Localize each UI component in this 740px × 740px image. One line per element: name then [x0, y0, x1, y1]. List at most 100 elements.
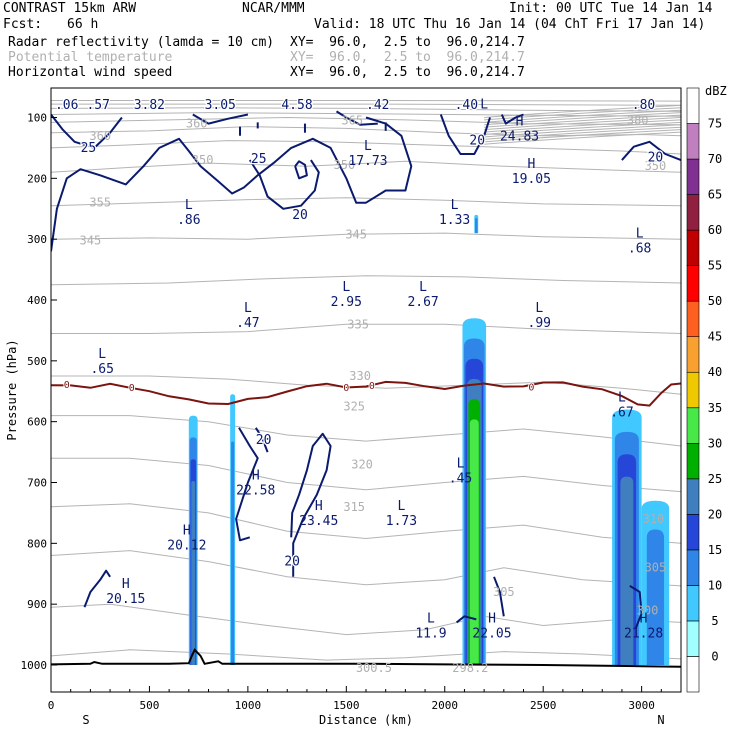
reflectivity-layer: [188, 214, 670, 665]
y-tick-label-6: 700: [27, 477, 47, 490]
reflectivity-cell-1-10: [231, 441, 235, 665]
wind-contour-15: [629, 585, 643, 629]
theta-contour-top-10: [484, 129, 681, 143]
extremum-type-2: L: [364, 139, 372, 154]
colorbar-label-14: 70: [708, 152, 722, 166]
y-tick-label-8: 900: [27, 598, 47, 611]
colorbar-swatch-8: [686, 371, 700, 409]
theta-contour-9: [51, 232, 681, 240]
extremum-type-18: H: [122, 577, 130, 592]
theta-contour-6: [51, 375, 681, 395]
plot-labels: 360 360 365 350 350 350 355 345 345 335 330 325 320 3…: [54, 97, 667, 675]
extremum-value-6: .68: [628, 241, 651, 256]
colorbar-swatch-14: [686, 158, 700, 195]
extremum-value-4: .86: [177, 213, 200, 228]
theta-label-13: 315: [343, 500, 365, 514]
theta-label-12: 320: [351, 457, 373, 471]
wind-label-3: 20: [469, 134, 485, 149]
y-tick-label-4: 500: [27, 355, 47, 368]
extremum-type-19: L: [427, 611, 435, 626]
extremum-type-4: L: [185, 198, 193, 213]
y-tick-label-3: 400: [27, 294, 47, 307]
theta-contour-top-8: [484, 124, 681, 138]
colorbar-swatch-10: [686, 300, 700, 338]
extremum-value-15: 23.45: [299, 514, 338, 529]
x-tick-label-4: 2000: [432, 699, 459, 712]
theta-contour-top-1: [484, 107, 681, 121]
colorbar-label-2: 10: [708, 578, 722, 592]
y-tick-label-9: 1000: [21, 659, 48, 672]
y-tick-label-7: 800: [27, 537, 47, 550]
x-tick-label-5: 2500: [530, 699, 557, 712]
colorbar-swatch-4: [686, 514, 700, 551]
theta-label-1: 360: [186, 117, 208, 131]
theta-label-6: 355: [89, 196, 111, 210]
freezing-label-0: 0: [64, 380, 70, 391]
top-row-value-3: 3.05: [205, 98, 236, 113]
theta-contour-5: [51, 415, 681, 447]
axes: 0 500 1000 1500 2000 2500 30001002003004005006…: [21, 112, 662, 712]
fcst-label: Fcst:: [3, 17, 43, 32]
colorbar-swatch-1: [686, 620, 700, 657]
wind-label-1: 25: [251, 152, 267, 167]
x-tick-label-6: 3000: [628, 699, 655, 712]
top-row-value-7: .80: [632, 98, 655, 113]
theta-contour-top-5: [484, 117, 681, 131]
wind-contour-12: [83, 569, 111, 608]
theta-label-15: 305: [645, 561, 667, 575]
field-xy-theta: XY= 96.0, 2.5 to 96.0,214.7: [290, 50, 525, 65]
theta-label-18: 380: [627, 114, 649, 128]
theta-label-3: 350: [192, 153, 214, 167]
top-row-value-1: .57: [86, 98, 109, 113]
colorbar-swatch-2: [686, 585, 700, 622]
extremum-type-3: H: [527, 157, 535, 172]
freezing-label-1: 0: [129, 383, 135, 394]
x-end-left-label: S: [82, 713, 89, 727]
theta-label-7: 345: [80, 233, 102, 247]
extremum-value-2: 17.73: [348, 154, 387, 169]
colorbar-label-0: 0: [711, 649, 718, 663]
extremum-type-21: H: [640, 611, 648, 626]
theta-label-0: 360: [89, 129, 111, 143]
theta-label-11: 325: [343, 399, 365, 413]
colorbar-swatch-3: [686, 549, 700, 586]
extremum-type-16: L: [398, 499, 406, 514]
y-tick-label-0: 100: [27, 112, 47, 125]
theta-contour-top-4: [484, 114, 681, 128]
extremum-value-3: 19.05: [512, 172, 551, 187]
colorbar-label-11: 55: [708, 259, 722, 273]
colorbar-label-10: 50: [708, 294, 722, 308]
freezing-line: [51, 380, 681, 407]
colorbar-label-9: 45: [708, 330, 722, 344]
x-tick-label-1: 500: [140, 699, 160, 712]
extremum-type-1: H: [516, 114, 524, 129]
extremum-type-11: L: [98, 347, 106, 362]
colorbar-swatch-16: [686, 87, 700, 124]
field-name-theta: Potential temperature: [8, 50, 173, 65]
theta-label-19: 300.5: [356, 661, 392, 675]
colorbar-swatch-7: [686, 407, 700, 444]
colorbar-swatch-5: [686, 478, 700, 515]
colorbar-swatch-12: [686, 229, 700, 266]
wind-contour-0: [51, 116, 413, 252]
y-axis-label: Pressure (hPa): [5, 339, 19, 440]
x-end-right-label: N: [657, 713, 664, 727]
model-title: CONTRAST 15km ARW: [3, 1, 137, 16]
theta-label-14: 310: [643, 512, 665, 526]
freezing-label-2: 0: [343, 383, 349, 394]
extremum-type-20: H: [488, 611, 496, 626]
theta-contour-top-11: [484, 131, 681, 145]
ground-profile: [51, 648, 681, 668]
wind-contour-5: [500, 113, 524, 125]
reflectivity-cell-0-20: [191, 481, 196, 665]
theta-label-2: 365: [341, 114, 363, 128]
extremum-value-18: 20.15: [106, 592, 145, 607]
center-name: NCAR/MMM: [242, 1, 305, 16]
wind-label-4: 20: [648, 151, 664, 166]
colorbar-label-7: 35: [708, 401, 722, 415]
extremum-type-8: L: [419, 280, 427, 295]
theta-label-4: 350: [334, 158, 356, 172]
wind-contour-1: [51, 113, 123, 149]
extremum-type-14: H: [252, 469, 260, 484]
theta-contour-top-7: [484, 121, 681, 136]
